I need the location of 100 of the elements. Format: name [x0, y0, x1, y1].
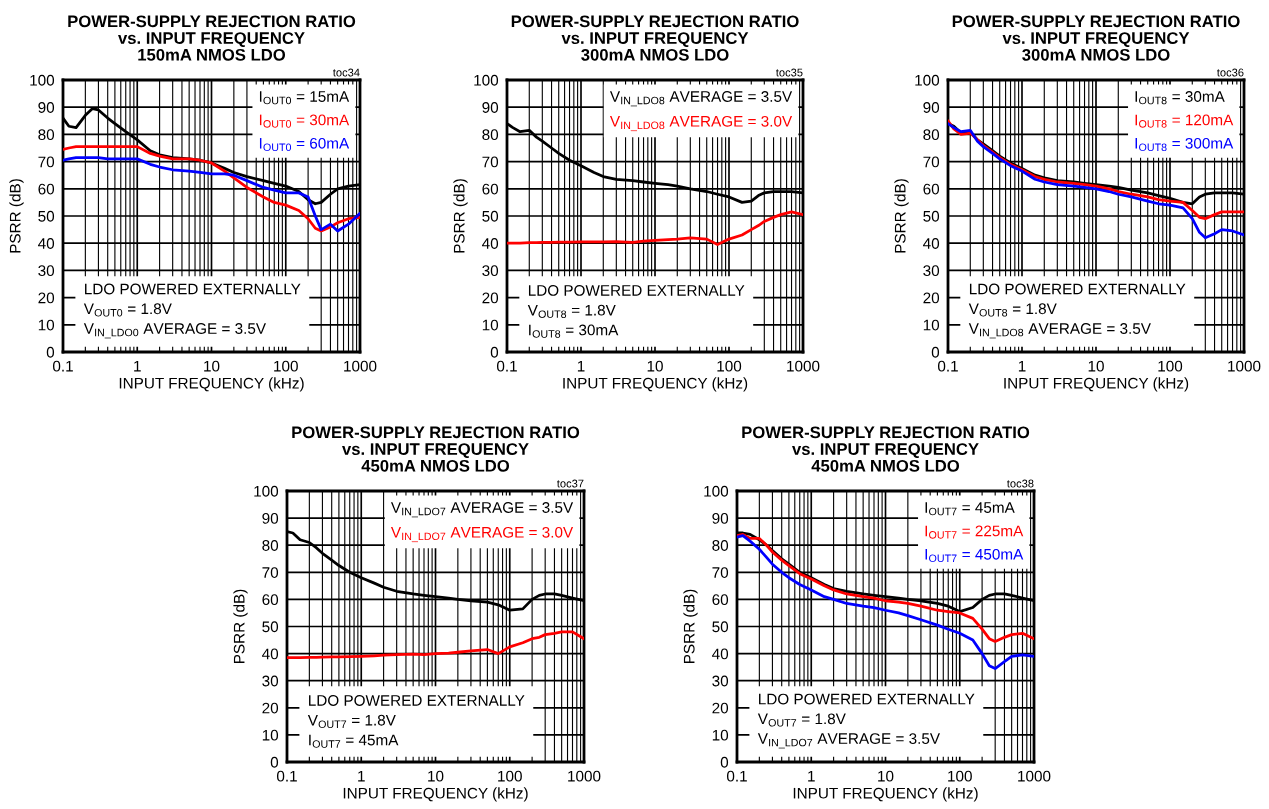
text: I$_{OUT7}$ = 450mA: [925, 548, 1024, 563]
y-tick-label: 60: [712, 594, 729, 606]
y-tick-label: 80: [923, 129, 940, 141]
y-tick-label: 70: [923, 156, 940, 168]
y-tick-label: 10: [262, 729, 279, 741]
y-axis-title: PSRR (dB): [453, 179, 468, 253]
y-tick-label: 0: [490, 346, 499, 358]
text: toc35: [775, 68, 803, 77]
text: LDO POWERED EXTERNALLY V$_{OUT7}$ = 1.8V I$_{OUT7}$ = 45mA: [307, 695, 525, 748]
y-tick-label: 90: [712, 512, 729, 524]
y-tick-label: 10: [482, 319, 499, 331]
text: I$_{OUT8}$ = 30mA: [1135, 91, 1225, 105]
y-tick-label: 90: [482, 102, 499, 113]
text: I$_{OUT8}$ = 300mA: [1135, 137, 1234, 152]
x-tick-label: 10: [204, 360, 220, 372]
y-tick-label: 40: [712, 648, 729, 660]
y-tick-label: 80: [262, 540, 279, 551]
y-tick-label: 40: [923, 238, 940, 249]
y-tick-label: 20: [38, 292, 55, 304]
x-tick-label: 10: [428, 770, 444, 782]
y-axis-title: PSRR (dB): [9, 179, 24, 253]
y-tick-label: 60: [38, 183, 55, 195]
x-axis-title: INPUT FREQUENCY (kHz): [793, 787, 978, 802]
y-tick-label: 100: [30, 74, 55, 86]
text: LDO POWERED EXTERNALLY V$_{OUT8}$ = 1.8V I$_{OUT8}$ = 30mA: [527, 285, 745, 338]
y-tick-label: 30: [923, 265, 940, 277]
chart-title: POWER-SUPPLY REJECTION RATIO vs. INPUT FREQUENCY 300mA NMOS LDO: [511, 15, 799, 61]
x-tick-label: 1000: [1228, 360, 1261, 372]
y-tick-label: 0: [931, 346, 940, 358]
x-tick-label: 0.1: [726, 770, 747, 782]
y-tick-label: 0: [270, 756, 279, 768]
y-tick-label: 40: [482, 238, 499, 249]
text: LDO POWERED EXTERNALLY V$_{OUT7}$ = 1.8V V$_{IN_LDO7}$ AVERAGE = 3.5V: [757, 693, 975, 749]
y-tick-label: 30: [712, 675, 729, 687]
y-axis-title: PSRR (dB): [683, 589, 698, 664]
text: LDO POWERED EXTERNALLY V$_{OUT0}$ = 1.8V V$_{IN_LDO0}$ AVERAGE = 3.5V: [83, 283, 301, 339]
text: toc36: [1216, 68, 1244, 77]
y-tick-label: 50: [712, 621, 729, 633]
y-tick-label: 50: [482, 210, 499, 222]
y-tick-label: 90: [262, 512, 279, 524]
x-axis-title: INPUT FREQUENCY (kHz): [119, 377, 304, 392]
text: I$_{OUT8}$ = 120mA: [1135, 114, 1234, 128]
x-axis-title: INPUT FREQUENCY (kHz): [343, 787, 528, 802]
y-tick-label: 30: [482, 265, 499, 277]
x-tick-label: 0.1: [52, 360, 73, 372]
y-tick-label: 50: [262, 621, 279, 633]
x-tick-label: 1: [1018, 360, 1026, 372]
text: V$_{IN_LDO8}$ AVERAGE = 3.0V: [609, 115, 793, 132]
x-tick-label: 1: [808, 770, 815, 782]
text: I$_{OUT0}$ = 15mA: [259, 91, 350, 105]
text: I$_{OUT7}$ = 225mA: [925, 525, 1024, 539]
text: toc38: [1006, 479, 1034, 488]
y-tick-label: 20: [712, 702, 729, 714]
y-tick-label: 60: [923, 183, 940, 195]
text: I$_{OUT0}$ = 30mA: [259, 114, 350, 128]
chart-title: POWER-SUPPLY REJECTION RATIO vs. INPUT FREQUENCY 450mA NMOS LDO: [292, 426, 580, 472]
y-tick-label: 100: [474, 74, 499, 86]
y-tick-label: 60: [262, 594, 279, 606]
y-tick-label: 100: [915, 74, 940, 86]
y-tick-label: 80: [712, 540, 729, 551]
chart-title: POWER-SUPPLY REJECTION RATIO vs. INPUT FREQUENCY 150mA NMOS LDO: [68, 15, 356, 61]
text: V$_{IN_LDO7}$ AVERAGE = 3.5V: [390, 502, 574, 518]
text: toc34: [332, 68, 360, 77]
x-tick-label: 100: [498, 770, 522, 782]
y-tick-label: 100: [704, 485, 729, 497]
x-tick-label: 10: [878, 770, 894, 782]
y-tick-label: 20: [262, 702, 279, 714]
y-tick-label: 70: [262, 567, 279, 578]
text: V$_{IN_LDO8}$ AVERAGE = 3.5V: [609, 91, 793, 107]
text: V$_{IN_LDO7}$ AVERAGE = 3.0V: [390, 526, 574, 543]
y-tick-label: 60: [482, 183, 499, 195]
x-tick-label: 0.1: [496, 360, 517, 372]
x-tick-label: 0.1: [276, 770, 297, 782]
x-tick-label: 1: [577, 360, 585, 372]
x-tick-label: 10: [1088, 360, 1104, 372]
y-tick-label: 0: [720, 756, 729, 768]
y-tick-label: 70: [712, 567, 729, 578]
y-tick-label: 30: [262, 675, 279, 687]
x-tick-label: 100: [948, 770, 972, 782]
x-tick-label: 100: [274, 360, 298, 372]
y-tick-label: 70: [482, 156, 499, 168]
y-tick-label: 30: [38, 265, 55, 277]
y-tick-label: 80: [38, 129, 55, 141]
text: LDO POWERED EXTERNALLY V$_{OUT8}$ = 1.8V V$_{IN_LDO8}$ AVERAGE = 3.5V: [968, 283, 1186, 339]
chart-title: POWER-SUPPLY REJECTION RATIO vs. INPUT FREQUENCY 450mA NMOS LDO: [742, 426, 1030, 472]
x-tick-label: 1000: [787, 360, 820, 372]
x-axis-title: INPUT FREQUENCY (kHz): [563, 377, 748, 392]
y-tick-label: 10: [923, 319, 940, 331]
x-tick-label: 1000: [1018, 770, 1051, 782]
text: I$_{OUT0}$ = 60mA: [259, 137, 350, 152]
y-tick-label: 90: [923, 102, 940, 113]
x-tick-label: 1: [358, 770, 365, 782]
y-tick-label: 50: [38, 210, 55, 222]
x-tick-label: 1000: [344, 360, 377, 372]
y-tick-label: 70: [38, 156, 55, 168]
text: I$_{OUT7}$ = 45mA: [925, 502, 1015, 516]
y-tick-label: 10: [712, 729, 729, 741]
y-tick-label: 40: [38, 238, 55, 249]
y-tick-label: 20: [482, 292, 499, 304]
x-tick-label: 1: [134, 360, 141, 372]
